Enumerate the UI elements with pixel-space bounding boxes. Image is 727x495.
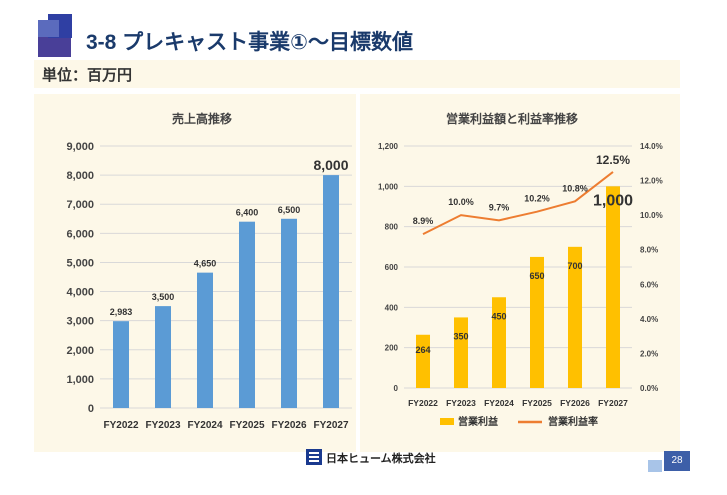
- legend-label-profit: 営業利益: [458, 415, 498, 428]
- y-tick-label: 1,200: [378, 142, 399, 151]
- y-tick-label: 7,000: [66, 199, 94, 211]
- profit-bar: [416, 334, 430, 388]
- legend-swatch-bar: [440, 418, 454, 425]
- y-tick-label: 3,000: [66, 316, 94, 328]
- sales-chart-panel: 売上高推移 0 1,000 2,000 3,000 4,000 5,000 6,000 7,0…: [34, 94, 356, 452]
- y2-tick-label: 0.0%: [640, 384, 658, 393]
- y-tick-label: 8,000: [66, 170, 94, 182]
- x-tick-label: FY2026: [271, 420, 306, 431]
- margin-value-label: 10.0%: [448, 197, 474, 207]
- y-tick-label: 800: [385, 223, 399, 232]
- y2-tick-label: 14.0%: [640, 142, 663, 151]
- profit-chart: 0 200 400 600 800 1,000 1,200 0.0% 2.0% 4.0% 6.0% 8…: [378, 142, 663, 428]
- x-tick-label: FY2025: [522, 398, 552, 408]
- profit-bar: [568, 246, 582, 388]
- title-deco-square-light: [38, 20, 59, 37]
- profit-value-label: 1,000: [593, 192, 633, 209]
- x-tick-label: FY2024: [484, 398, 514, 408]
- page-deco: [648, 460, 662, 472]
- profit-value-label: 264: [415, 345, 430, 355]
- profit-bar: [606, 186, 620, 388]
- profit-chart-panel: 営業利益額と利益率推移 0 200 400 600 800 1,000 1,200 0.0% 2…: [360, 94, 680, 452]
- y2-tick-label: 10.0%: [640, 211, 663, 220]
- x-tick-label: FY2024: [187, 420, 222, 431]
- sales-bar: [323, 175, 339, 408]
- margin-value-label: 12.5%: [596, 153, 630, 167]
- y-tick-label: 1,000: [66, 374, 94, 386]
- y-tick-label: 0: [88, 403, 94, 415]
- legend-label-margin: 営業利益率: [548, 415, 598, 428]
- slide-title: 3-8 プレキャスト事業①～目標数値: [86, 31, 413, 54]
- y2-tick-label: 2.0%: [640, 349, 658, 358]
- profit-bar: [454, 317, 468, 388]
- y-tick-label: 600: [385, 263, 399, 272]
- x-tick-label: FY2025: [229, 420, 264, 431]
- x-tick-label: FY2022: [103, 420, 138, 431]
- sales-value-label: 8,000: [313, 157, 348, 173]
- y-tick-label: 0: [394, 384, 399, 393]
- profit-value-label: 450: [491, 311, 506, 321]
- profit-value-label: 350: [453, 331, 468, 341]
- sales-chart-title: 売上高推移: [172, 112, 233, 126]
- y-tick-label: 4,000: [66, 287, 94, 299]
- y-tick-label: 400: [385, 303, 399, 312]
- profit-chart-title: 営業利益額と利益率推移: [446, 112, 579, 126]
- profit-bar: [492, 297, 506, 388]
- y2-tick-label: 12.0%: [640, 177, 663, 186]
- y-tick-label: 5,000: [66, 257, 94, 269]
- margin-value-label: 10.2%: [524, 194, 550, 204]
- y-tick-label: 2,000: [66, 345, 94, 357]
- margin-value-label: 10.8%: [562, 183, 588, 193]
- x-tick-label: FY2026: [560, 398, 590, 408]
- margin-value-label: 8.9%: [413, 216, 434, 226]
- x-tick-label: FY2027: [313, 420, 348, 431]
- company-name: 日本ヒューム株式会社: [326, 453, 436, 465]
- unit-label: 単位：百万円: [42, 67, 133, 84]
- profit-value-label: 650: [529, 271, 544, 281]
- profit-bar: [530, 256, 544, 388]
- sales-bar: [239, 221, 255, 408]
- company-logo-icon: [306, 449, 322, 465]
- y-tick-label: 6,000: [66, 228, 94, 240]
- x-tick-label: FY2023: [145, 420, 180, 431]
- y-tick-label: 9,000: [66, 141, 94, 153]
- sales-chart: 0 1,000 2,000 3,000 4,000 5,000 6,000 7,000 8,00…: [66, 141, 352, 431]
- y-tick-label: 1,000: [378, 182, 399, 191]
- sales-bar: [113, 321, 129, 408]
- y2-tick-label: 4.0%: [640, 315, 658, 324]
- sales-bar: [155, 306, 171, 408]
- sales-bar: [281, 218, 297, 408]
- sales-bar: [197, 272, 213, 408]
- x-tick-label: FY2022: [408, 398, 438, 408]
- sales-value-label: 4,650: [194, 259, 217, 269]
- margin-line: [422, 171, 614, 236]
- sales-value-label: 6,400: [236, 208, 259, 218]
- sales-value-label: 6,500: [278, 205, 301, 215]
- x-tick-label: FY2023: [446, 398, 476, 408]
- margin-value-label: 9.7%: [489, 202, 510, 212]
- y2-tick-label: 6.0%: [640, 280, 658, 289]
- x-tick-label: FY2027: [598, 398, 628, 408]
- page-number: 28: [664, 451, 690, 471]
- profit-value-label: 700: [567, 261, 582, 271]
- y2-tick-label: 8.0%: [640, 246, 658, 255]
- sales-value-label: 2,983: [110, 307, 133, 317]
- unit-bar: [34, 60, 680, 88]
- sales-value-label: 3,500: [152, 292, 175, 302]
- y-tick-label: 200: [385, 344, 399, 353]
